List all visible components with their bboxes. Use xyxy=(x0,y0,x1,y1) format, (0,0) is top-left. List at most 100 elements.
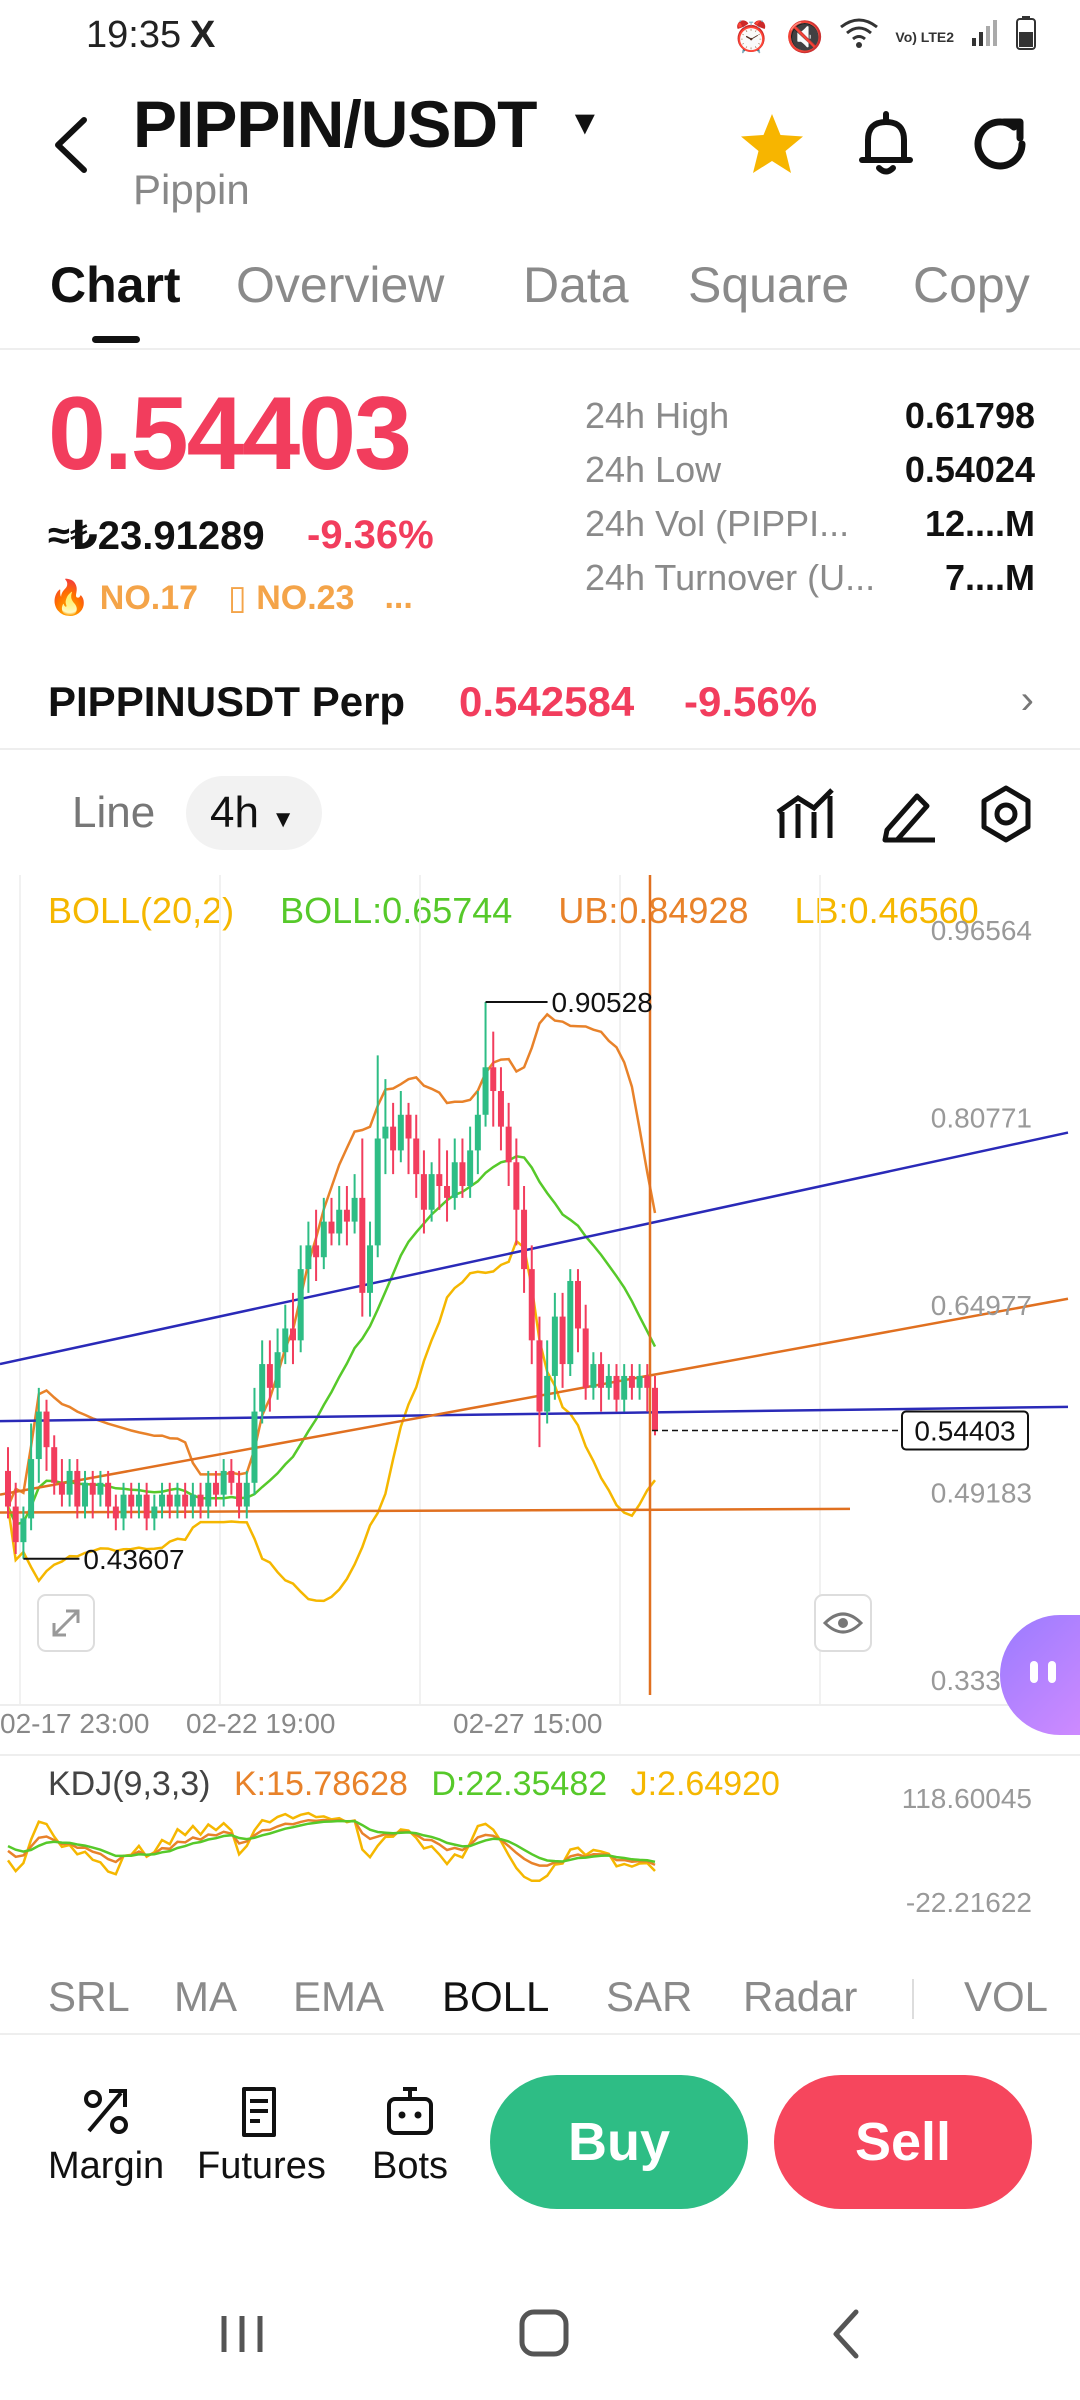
stat-label: 24h High xyxy=(585,395,730,436)
rank-more[interactable]: ... xyxy=(384,578,413,616)
indicator-tab-boll[interactable]: BOLL xyxy=(442,1973,550,2020)
stat-value: 12....M xyxy=(924,503,1035,544)
indicator-tabs: SRL MA EMA BOLL SAR Radar VOL xyxy=(0,1965,1080,2035)
margin-label: Margin xyxy=(48,2145,165,2187)
margin-button[interactable]: Margin xyxy=(48,2085,164,2188)
robot-icon xyxy=(387,2087,434,2135)
rank-category[interactable]: ▯ NO.23 xyxy=(228,579,355,617)
candle-body xyxy=(5,1470,11,1507)
candle-body xyxy=(605,1375,612,1388)
rank-hot[interactable]: 🔥 NO.17 xyxy=(48,579,199,617)
candle-body xyxy=(490,1067,497,1092)
bots-label: Bots xyxy=(372,2145,449,2187)
candle-body xyxy=(628,1375,635,1388)
y-axis-label: 0.96564 xyxy=(931,915,1032,946)
y-axis-label: 0.49183 xyxy=(931,1477,1032,1508)
chevron-down-icon: ▼ xyxy=(271,806,295,833)
refresh-button[interactable] xyxy=(964,108,1036,180)
candle-body xyxy=(351,1197,358,1222)
x-app-icon: X xyxy=(190,14,216,56)
indicator-button[interactable] xyxy=(774,782,838,846)
trend-line-blue-upper xyxy=(0,1131,1069,1366)
indicator-tab-vol[interactable]: VOL xyxy=(964,1973,1049,2020)
candles xyxy=(5,1001,658,1559)
candle-body xyxy=(43,1411,50,1448)
tab-data[interactable]: Data xyxy=(523,257,629,313)
candle-body xyxy=(644,1375,651,1388)
back-button[interactable] xyxy=(46,110,100,180)
recents-button[interactable] xyxy=(202,2300,282,2370)
candle-body xyxy=(328,1221,335,1234)
last-price: 0.54403 xyxy=(48,376,412,492)
candle-body xyxy=(151,1506,158,1519)
stat-volume: 24h Vol (PIPPI... 12....M xyxy=(585,503,1035,557)
low-marker-label: 0.43607 xyxy=(83,1544,184,1575)
tab-chart[interactable]: Chart xyxy=(50,257,181,313)
candle-body xyxy=(459,1162,466,1187)
interval-selector[interactable]: 4h ▼ xyxy=(186,776,322,850)
boll-legend: BOLL(20,2) BOLL:0.65744 UB:0.84928 LB:0.… xyxy=(48,890,979,932)
candle-body xyxy=(559,1316,566,1365)
visibility-button[interactable] xyxy=(814,1594,872,1652)
system-back-button[interactable] xyxy=(806,2300,886,2370)
candle-body xyxy=(89,1482,96,1495)
x-axis: 02-17 23:00 02-22 19:00 02-27 15:00 xyxy=(0,1708,602,1739)
candle-body xyxy=(574,1280,581,1329)
alert-button[interactable] xyxy=(850,108,922,180)
tab-copy[interactable]: Copy xyxy=(913,257,1030,313)
chevron-right-icon: › xyxy=(1020,678,1034,722)
candle-body xyxy=(451,1162,458,1198)
indicator-tab-sar[interactable]: SAR xyxy=(606,1973,693,2020)
pair-title[interactable]: PIPPIN/USDT xyxy=(133,87,537,161)
chart-annotations: 0.90528 0.43607 0.54403 xyxy=(23,987,1029,1575)
stat-value: 7....M xyxy=(944,557,1035,598)
tab-square[interactable]: Square xyxy=(688,257,850,313)
boll-ub: UB:0.84928 xyxy=(558,890,749,931)
favorite-button[interactable] xyxy=(736,108,808,180)
expand-button[interactable] xyxy=(37,1594,95,1652)
tab-overview[interactable]: Overview xyxy=(236,257,445,313)
line-mode-button[interactable]: Line xyxy=(72,788,156,837)
settings-button[interactable] xyxy=(974,782,1038,846)
bottom-action-bar: Margin Futures Bots Buy Sell xyxy=(0,2065,1080,2215)
candle-body xyxy=(397,1114,404,1151)
candle-body xyxy=(297,1269,304,1341)
futures-button[interactable]: Futures xyxy=(197,2085,326,2188)
candle-body xyxy=(467,1150,474,1187)
candle-body xyxy=(28,1459,35,1519)
pair-dropdown-icon[interactable]: ▼ xyxy=(568,104,602,142)
indicator-tab-ma[interactable]: MA xyxy=(174,1973,237,2020)
candle-body xyxy=(413,1138,420,1175)
status-icons: ⏰ 🔇 Vo) LTE2 xyxy=(733,16,1036,58)
battery-icon xyxy=(1016,16,1036,58)
x-axis-label: 02-22 19:00 xyxy=(186,1708,335,1739)
interval-label: 4h xyxy=(210,788,259,837)
candle-body xyxy=(143,1494,150,1519)
perp-price: 0.542584 xyxy=(459,678,635,725)
candle-body xyxy=(243,1482,250,1507)
draw-button[interactable] xyxy=(877,782,941,846)
indicator-tab-srl[interactable]: SRL xyxy=(48,1973,130,2020)
buy-button[interactable]: Buy xyxy=(490,2075,748,2209)
candle-body xyxy=(220,1470,227,1495)
futures-label: Futures xyxy=(197,2145,326,2187)
candle-body xyxy=(74,1470,81,1507)
system-nav-bar xyxy=(0,2280,1080,2390)
indicator-tab-radar[interactable]: Radar xyxy=(743,1973,858,2020)
kdj-k-line xyxy=(7,1818,656,1867)
eye-icon xyxy=(822,1612,864,1634)
indicator-tab-ema[interactable]: EMA xyxy=(293,1973,385,2020)
kdj-name: KDJ(9,3,3) xyxy=(48,1765,211,1803)
home-button[interactable] xyxy=(504,2300,584,2370)
candle-body xyxy=(544,1375,551,1412)
chart-grid xyxy=(0,875,1080,1756)
candle-body xyxy=(120,1494,127,1519)
bots-button[interactable]: Bots xyxy=(372,2085,448,2188)
stat-label: 24h Low xyxy=(585,449,722,490)
candle-body xyxy=(135,1494,142,1507)
candle-body xyxy=(205,1482,212,1507)
sell-button[interactable]: Sell xyxy=(774,2075,1032,2209)
perp-link-row[interactable]: PIPPINUSDT Perp 0.542584 -9.56% › xyxy=(0,660,1080,750)
candle-body xyxy=(82,1482,89,1507)
